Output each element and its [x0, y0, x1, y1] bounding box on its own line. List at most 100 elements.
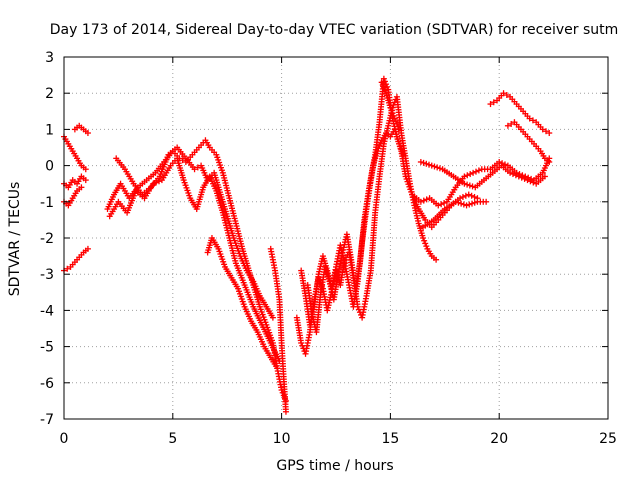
data-point	[387, 104, 394, 111]
data-point	[191, 166, 198, 173]
data-point	[526, 115, 533, 122]
data-point	[420, 197, 427, 204]
data-point	[82, 177, 89, 184]
data-point	[435, 202, 442, 209]
data-point	[465, 191, 472, 198]
data-point	[461, 173, 468, 180]
data-point	[466, 201, 473, 208]
data-point	[423, 196, 430, 203]
data-point	[376, 142, 383, 149]
y-tick-label: -7	[40, 412, 54, 428]
data-point	[467, 171, 474, 178]
data-point	[460, 201, 467, 208]
data-point	[507, 169, 514, 176]
data-point	[546, 158, 553, 165]
data-point	[390, 112, 397, 119]
data-point	[438, 201, 445, 208]
y-tick-labels: -7 -6 -5 -4 -3 -2 -1 0 1 2 3	[40, 50, 54, 428]
data-point	[466, 182, 473, 189]
data-point	[487, 101, 494, 108]
data-point	[396, 140, 403, 147]
y-tick-label: -5	[40, 340, 54, 356]
y-tick-label: -3	[40, 267, 54, 283]
data-point	[381, 78, 388, 85]
x-tick-label: 15	[381, 431, 399, 447]
x-axis-label: GPS time / hours	[276, 458, 393, 474]
data-point	[278, 387, 285, 394]
data-point	[457, 195, 464, 202]
data-point	[461, 180, 468, 187]
y-tick-label: -1	[40, 195, 54, 211]
data-point	[395, 123, 402, 130]
data-point	[490, 99, 497, 106]
data-point	[379, 82, 386, 89]
data-point	[384, 83, 391, 90]
data-point	[452, 198, 459, 205]
data-point	[428, 162, 435, 169]
data-point	[298, 339, 305, 346]
data-point	[377, 139, 384, 146]
data-point	[422, 240, 429, 247]
x-tick-label: 0	[60, 431, 69, 447]
data-point	[420, 235, 427, 241]
data-point	[380, 75, 387, 82]
data-point	[469, 200, 475, 207]
data-point	[458, 200, 465, 207]
data-point	[378, 79, 385, 86]
data-point	[529, 117, 536, 124]
data-point	[433, 256, 440, 263]
data-point	[455, 199, 462, 206]
data-point	[515, 173, 522, 180]
data-point	[426, 161, 433, 168]
data-point	[504, 122, 511, 129]
data-point	[423, 160, 430, 167]
y-tick-label: 0	[45, 159, 54, 175]
y-tick-label: -4	[40, 303, 54, 319]
data-point	[500, 90, 507, 97]
data-point	[521, 175, 528, 182]
data-point	[64, 265, 71, 272]
x-tick-labels: 0 5 10 15 20 25	[60, 431, 617, 447]
data-point	[274, 365, 281, 372]
data-point	[518, 174, 525, 181]
data-point	[436, 165, 443, 172]
data-point	[468, 192, 475, 199]
data-point	[541, 173, 548, 180]
y-tick-label: 2	[45, 86, 54, 102]
data-point	[392, 118, 399, 125]
data-point	[78, 184, 85, 191]
data-point	[421, 237, 428, 244]
data-point	[396, 126, 403, 133]
data-point	[269, 314, 276, 321]
data-point	[374, 148, 381, 155]
data-point	[393, 120, 400, 127]
data-point	[397, 143, 404, 150]
data-point	[375, 145, 382, 152]
data-point	[469, 183, 476, 190]
data-point	[391, 115, 398, 122]
data-point	[417, 198, 424, 205]
y-tick-label: 3	[45, 50, 54, 66]
data-point	[280, 392, 287, 399]
y-tick-label: 1	[45, 122, 54, 138]
data-point	[524, 177, 531, 184]
data-point	[503, 92, 510, 99]
data-point	[380, 84, 387, 91]
data-point	[530, 179, 537, 186]
data-point	[470, 169, 477, 176]
data-point	[471, 199, 478, 206]
data-point	[546, 130, 553, 137]
data-point	[441, 200, 448, 207]
data-point	[512, 172, 519, 179]
y-tick-label: -6	[40, 376, 54, 392]
data-point	[459, 193, 466, 200]
data-point	[463, 202, 470, 209]
data-point	[381, 87, 388, 94]
data-point	[508, 120, 515, 127]
y-tick-label: -2	[40, 231, 54, 247]
data-point	[398, 146, 405, 153]
data-point	[82, 166, 89, 173]
data-point	[462, 192, 469, 199]
x-tick-label: 5	[168, 431, 177, 447]
